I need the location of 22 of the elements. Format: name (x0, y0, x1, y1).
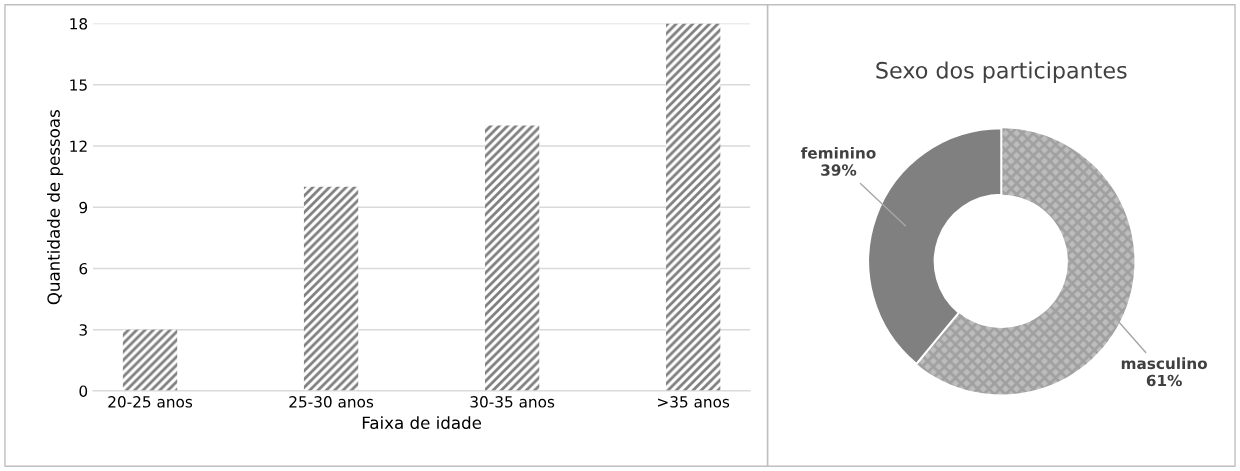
bar (303, 186, 359, 391)
x-tick-label: 25-30 anos (289, 396, 374, 408)
y-tick-label: 0 (79, 385, 88, 397)
bar (122, 329, 178, 391)
x-tick-label: 20-25 anos (108, 396, 193, 408)
bar (666, 23, 721, 391)
y-tick-label: 18 (70, 18, 88, 30)
y-tick-label: 9 (79, 201, 88, 214)
chart-title: Sexo dos participantes (876, 61, 1127, 83)
y-axis-title: Quantidade de pessoas (47, 110, 64, 305)
data-label: 39% (821, 164, 857, 176)
x-tick-label: >35 anos (658, 396, 730, 408)
slice-label: masculino (1121, 357, 1208, 370)
bar (484, 125, 540, 391)
slice-label: feminino (800, 146, 876, 159)
y-tick-label: 6 (79, 262, 88, 275)
x-tick-label: 30-35 anos (470, 396, 555, 408)
y-tick-label: 3 (79, 324, 87, 336)
data-label: 61% (1146, 374, 1182, 387)
x-axis-title: Faixa de idade (362, 416, 482, 430)
y-tick-label: 15 (70, 79, 87, 91)
y-tick-label: 12 (70, 140, 87, 152)
